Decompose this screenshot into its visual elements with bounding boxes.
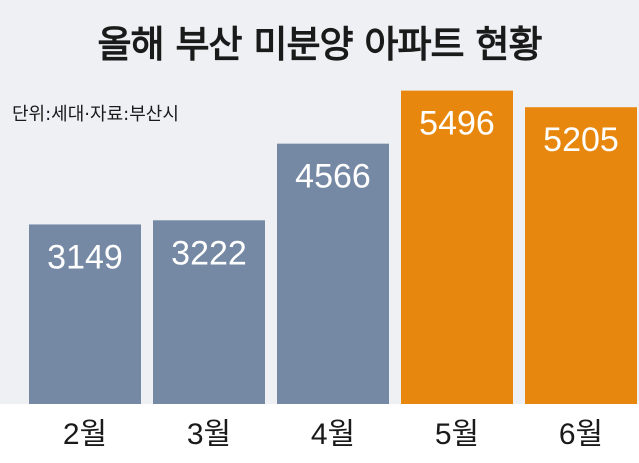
- chart-unit-note: 단위:세대·자료:부산시: [12, 104, 179, 125]
- bar-value-label-5: 5205: [543, 121, 619, 159]
- x-axis-band: [0, 404, 639, 463]
- x-tick-label-1: 2월: [63, 418, 107, 451]
- bar-value-label-4: 5496: [419, 105, 495, 143]
- bar-4: [401, 90, 513, 404]
- bar-5: [525, 107, 637, 404]
- bar-value-label-2: 3222: [171, 234, 247, 272]
- bar-1: [29, 224, 141, 404]
- bar-2: [153, 220, 265, 404]
- bar-3: [277, 143, 389, 404]
- x-tick-label-2: 3월: [187, 418, 231, 451]
- bar-value-label-1: 3149: [47, 238, 123, 276]
- x-tick-label-3: 4월: [311, 418, 355, 451]
- x-tick-label-4: 5월: [435, 418, 479, 451]
- bar-value-label-3: 4566: [295, 158, 371, 196]
- chart-title: 올해 부산 미분양 아파트 현황: [97, 23, 542, 66]
- x-tick-label-5: 6월: [559, 418, 603, 451]
